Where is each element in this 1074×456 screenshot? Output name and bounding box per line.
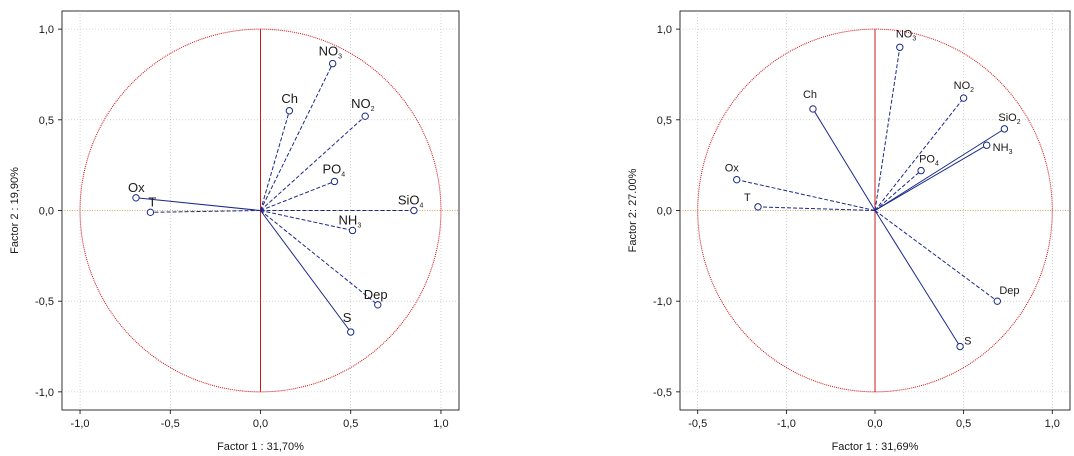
vector-label-no3: NO3 [896, 28, 917, 42]
y-tick-label: 0,5 [39, 115, 54, 127]
vector-label-subscript: 3 [338, 54, 342, 61]
vector-label-dep: Dep [999, 285, 1019, 297]
x-tick-label: -1,0 [777, 418, 796, 430]
vector-label-no2: NO2 [351, 96, 375, 113]
vector-point-ch [809, 105, 817, 113]
vector-label-subscript: 4 [420, 203, 424, 210]
vector-point-no2 [959, 94, 968, 102]
vector-point-no3 [896, 43, 904, 51]
y-tick-label: 1,0 [39, 24, 54, 36]
vector-label-po4: PO4 [919, 154, 939, 168]
y-tick-label: 1,0 [657, 24, 672, 36]
vector-nh3 [874, 144, 987, 211]
vector-label-t: T [148, 194, 156, 209]
y-axis-title: Factor 2 : 19,90% [9, 167, 21, 254]
vector-label-subscript: 3 [357, 222, 361, 229]
x-tick-label: -1,0 [71, 418, 90, 430]
vector-point-sio2 [1000, 125, 1009, 133]
vector-label-nh3: NH3 [993, 142, 1013, 156]
vector-label-ch: Ch [803, 89, 817, 101]
y-tick-label: -1,0 [653, 296, 672, 308]
x-tick-label: 1,0 [1045, 418, 1060, 430]
y-tick-label: 0,0 [39, 206, 54, 218]
vector-po4 [260, 181, 335, 211]
unit-circle [79, 28, 442, 393]
vector-t [150, 210, 261, 213]
vector-label-sio4: SiO4 [398, 193, 424, 210]
vector-sio2 [874, 128, 1005, 211]
vector-point-dep [993, 297, 1002, 305]
x-tick-label: -0,5 [161, 418, 180, 430]
x-tick-label: 0,5 [343, 418, 358, 430]
vector-point-nh3 [348, 226, 357, 235]
vector-point-ch [285, 107, 294, 115]
x-axis-title: Factor 1 : 31,69% [832, 441, 919, 453]
vector-label-ox: Ox [128, 180, 145, 195]
y-tick-label: -0,5 [653, 387, 672, 399]
y-tick-label: -1,0 [35, 387, 54, 399]
vector-label-subscript: 2 [970, 87, 974, 94]
vector-ox [135, 197, 261, 211]
vector-label-subscript: 2 [371, 106, 375, 113]
vector-label-subscript: 2 [1017, 119, 1021, 126]
unit-circle [697, 28, 1053, 393]
vector-label-subscript: 4 [341, 171, 345, 178]
x-tick-label: 1,0 [433, 418, 448, 430]
vector-label-no3: NO3 [319, 44, 343, 61]
y-tick-label: 0,0 [657, 206, 672, 218]
vector-label-no2: NO2 [954, 80, 975, 94]
correlation-circle-chart-2: -0,5 -1,0 0,0 0,5 1,0 1,0 0,5 0,0 -1,0 -0,5 NO3 NO2… [627, 10, 1071, 453]
vector-label-ox: Ox [725, 163, 740, 175]
vector-point-t [146, 208, 155, 217]
vector-label-po4: PO4 [322, 161, 345, 178]
vector-dep [260, 210, 379, 306]
x-tick-label: -0,5 [688, 418, 707, 430]
vector-ch [812, 108, 876, 211]
vector-label-subscript: 3 [1009, 149, 1013, 156]
vector-point-po4 [330, 177, 339, 186]
vector-label-nh3: NH3 [339, 212, 362, 229]
vector-no3 [260, 63, 334, 211]
vector-label-ch: Ch [281, 91, 298, 106]
vector-point-po4 [917, 166, 925, 175]
vector-point-nh3 [982, 141, 991, 149]
y-tick-label: 0,5 [657, 115, 672, 127]
vector-point-no2 [361, 112, 369, 120]
x-tick-label: 0,0 [867, 418, 882, 430]
vector-ch [260, 110, 290, 211]
vector-no2 [260, 115, 366, 211]
vector-nh3 [260, 210, 353, 231]
x-axis-title: Factor 1 : 31,70% [217, 441, 304, 453]
vector-no3 [874, 47, 901, 211]
vector-label-t: T [744, 192, 751, 204]
vector-po4 [874, 170, 922, 211]
vector-point-sio4 [410, 206, 418, 215]
vector-s [874, 210, 961, 347]
vector-t [757, 206, 876, 211]
vector-s [260, 210, 352, 333]
vector-point-no3 [328, 59, 337, 68]
vector-point-dep [374, 301, 382, 309]
vector-label-subscript: 4 [935, 161, 939, 168]
y-axis-title: Factor 2: 27.00% [627, 168, 639, 252]
y-tick-label: -0,5 [35, 296, 54, 308]
vector-label-subscript: 3 [912, 35, 916, 42]
vector-point-ox [733, 175, 741, 184]
x-tick-label: 0,0 [253, 418, 268, 430]
correlation-circle-chart-1: -1,0 -0,5 0,0 0,5 1,0 1,0 0,5 0,0 -0,5 -1,0 NO3 Ch N… [9, 10, 460, 453]
vector-label-dep: Dep [364, 287, 388, 302]
vector-label-s: S [964, 336, 971, 348]
x-tick-label: 0,5 [956, 418, 971, 430]
vector-dep [874, 210, 998, 302]
vector-point-ox [132, 194, 140, 202]
vector-point-s [347, 328, 355, 336]
vector-label-sio2: SiO2 [998, 112, 1020, 126]
vector-label-s: S [343, 310, 352, 325]
vector-point-s [956, 342, 964, 351]
vector-point-t [754, 203, 762, 211]
